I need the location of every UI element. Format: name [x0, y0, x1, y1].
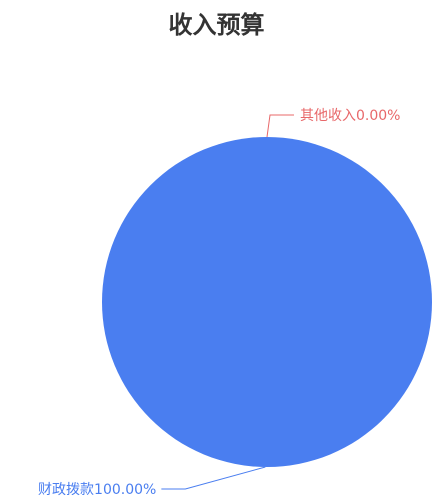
- leader-line-fiscal-allocation: [161, 466, 266, 490]
- pie-slice-fiscal-allocation: [102, 137, 432, 467]
- slice-label-fiscal-allocation: 财政拨款100.00%: [38, 482, 156, 498]
- label-leader-lines: [161, 114, 294, 490]
- pie-slices: [102, 137, 432, 467]
- slice-labels: 其他收入0.00% 财政拨款100.00%: [38, 108, 400, 498]
- slice-label-other-income: 其他收入0.00%: [300, 108, 400, 124]
- leader-line-other-income: [266, 114, 294, 138]
- chart-title: 收入预算: [168, 11, 265, 39]
